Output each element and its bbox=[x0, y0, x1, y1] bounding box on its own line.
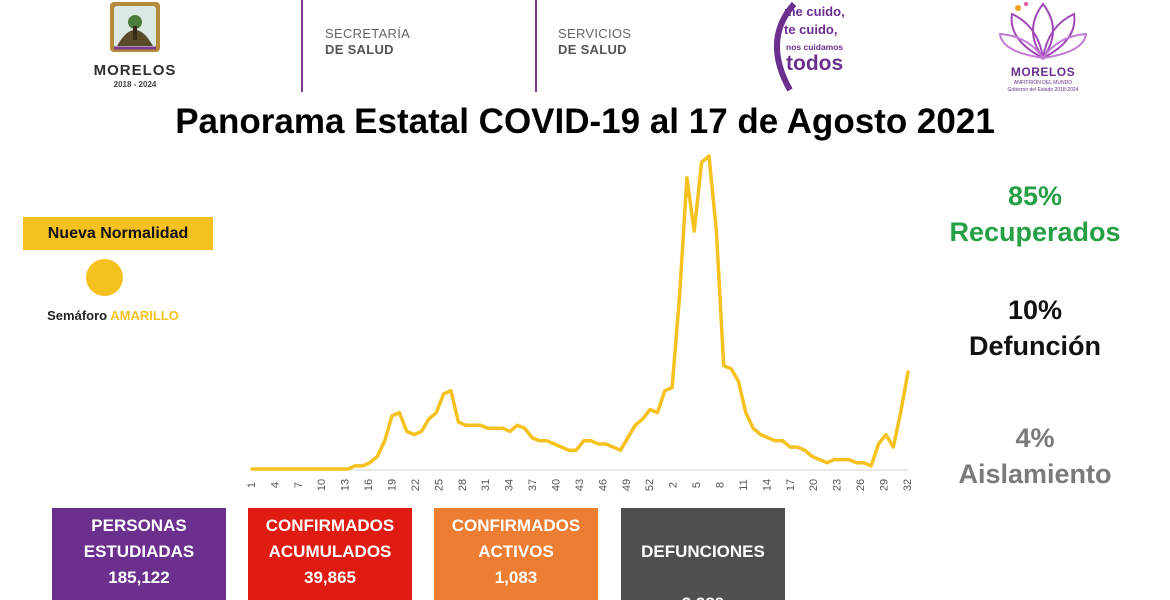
secretaria-de-salud: SECRETARÍA DE SALUD bbox=[325, 26, 410, 58]
page-title: Panorama Estatal COVID-19 al 17 de Agost… bbox=[175, 102, 995, 141]
x-tick-label: 25 bbox=[433, 479, 445, 491]
recuperados-pct: 85% bbox=[1007, 181, 1063, 211]
x-tick-label: 8 bbox=[714, 482, 726, 488]
defunciones-box: DEFUNCIONES 3,989 bbox=[621, 508, 785, 600]
personas-estudiadas-box: PERSONAS ESTUDIADAS 185,122 bbox=[52, 508, 226, 600]
flower-logo-sub2: Gobierno del Estado 2018-2024 bbox=[1007, 87, 1079, 93]
personas-line1: PERSONAS bbox=[91, 516, 187, 535]
x-tick-label: 20 bbox=[808, 479, 820, 491]
defuncion-pct: 10% bbox=[1007, 295, 1063, 325]
semaforo-label-prefix: Semáforo bbox=[47, 308, 108, 323]
secretaria-line1: SECRETARÍA bbox=[325, 26, 411, 41]
nueva-normalidad-badge: Nueva Normalidad bbox=[23, 217, 213, 250]
x-tick-label: 14 bbox=[761, 479, 773, 491]
x-tick-label: 17 bbox=[785, 479, 797, 491]
x-tick-label: 5 bbox=[691, 482, 703, 488]
acumulados-value: 39,865 bbox=[304, 568, 356, 587]
cuido-line1: me cuido, bbox=[784, 4, 845, 19]
personas-value: 185,122 bbox=[108, 568, 170, 587]
aislamiento-stat: 4% Aislamiento bbox=[935, 420, 1135, 492]
personas-line2: ESTUDIADAS bbox=[83, 542, 195, 561]
x-tick-label: 46 bbox=[597, 479, 609, 491]
x-tick-label: 7 bbox=[293, 482, 305, 488]
confirmados-acumulados-box: CONFIRMADOS ACUMULADOS 39,865 bbox=[248, 508, 412, 600]
acumulados-line2: ACUMULADOS bbox=[268, 542, 392, 561]
servicios-line2: DE SALUD bbox=[558, 42, 627, 57]
x-tick-label: 28 bbox=[457, 479, 469, 491]
x-tick-label: 22 bbox=[410, 479, 422, 491]
x-tick-label: 31 bbox=[480, 479, 492, 491]
morelos-logo-name: MORELOS bbox=[93, 62, 177, 79]
x-tick-label: 37 bbox=[527, 479, 539, 491]
x-tick-label: 52 bbox=[644, 479, 656, 491]
semaforo-light-icon bbox=[86, 259, 123, 296]
recuperados-stat: 85% Recuperados bbox=[935, 178, 1135, 250]
cuido-line3: nos cuidamos bbox=[786, 42, 844, 52]
aislamiento-label: Aislamiento bbox=[958, 459, 1112, 489]
header-divider bbox=[535, 0, 537, 92]
recuperados-label: Recuperados bbox=[949, 217, 1121, 247]
semaforo-color-label: AMARILLO bbox=[110, 308, 179, 323]
morelos-logo-years: 2018 - 2024 bbox=[113, 80, 157, 89]
x-tick-label: 34 bbox=[504, 479, 516, 491]
x-tick-label: 26 bbox=[855, 479, 867, 491]
x-tick-label: 16 bbox=[363, 479, 375, 491]
aislamiento-pct: 4% bbox=[1015, 423, 1055, 453]
flower-logo-sub1: ANFITRIÓN DEL MUNDO bbox=[1013, 80, 1073, 86]
lotus-flower-icon bbox=[998, 2, 1088, 60]
x-tick-label: 29 bbox=[878, 479, 890, 491]
defunciones-value: 3,989 bbox=[621, 591, 785, 600]
x-tick-label: 43 bbox=[574, 479, 586, 491]
cuido-line2: te cuido, bbox=[784, 22, 838, 37]
x-tick-label: 49 bbox=[621, 479, 633, 491]
confirmados-activos-box: CONFIRMADOS ACTIVOS 1,083 bbox=[434, 508, 598, 600]
activos-value: 1,083 bbox=[494, 568, 538, 587]
header-divider bbox=[301, 0, 303, 92]
x-tick-label: 13 bbox=[340, 479, 352, 491]
x-tick-label: 4 bbox=[269, 482, 281, 488]
cuido-line4: todos bbox=[786, 52, 844, 75]
header: MORELOS 2018 - 2024 SECRETARÍA DE SALUD … bbox=[0, 0, 1170, 100]
activos-line1: CONFIRMADOS bbox=[451, 516, 581, 535]
flower-logo-name: MORELOS bbox=[1010, 65, 1076, 79]
defuncion-label: Defunción bbox=[969, 331, 1101, 361]
servicios-line1: SERVICIOS bbox=[558, 26, 632, 41]
x-tick-label: 2 bbox=[668, 482, 680, 488]
coat-of-arms-icon bbox=[110, 2, 160, 52]
cases-series-line bbox=[250, 154, 910, 471]
me-cuido-logo: me cuido, te cuido, nos cuidamos todos bbox=[764, 0, 864, 92]
x-tick-label: 32 bbox=[902, 479, 914, 491]
covid-cases-line-chart: 1 4 7 10 13 16 19 22 25 28 31 34 37 40 43 46 49 52 2 5 8 11 14… bbox=[246, 154, 914, 491]
x-tick-label: 11 bbox=[738, 479, 750, 490]
morelos-anfitrion-logo: MORELOS ANFITRIÓN DEL MUNDO Gobierno del… bbox=[995, 0, 1091, 98]
x-tick-label: 40 bbox=[550, 479, 562, 491]
servicios-de-salud: SERVICIOS DE SALUD bbox=[558, 26, 631, 58]
activos-line2: ACTIVOS bbox=[478, 542, 554, 561]
defuncion-stat: 10% Defunción bbox=[935, 292, 1135, 364]
x-tick-label: 19 bbox=[386, 479, 398, 491]
chart-x-tick-labels: 1 4 7 10 13 16 19 22 25 28 31 34 37 40 43 46 49 52 2 5 8 11 14… bbox=[246, 479, 914, 491]
acumulados-line1: CONFIRMADOS bbox=[265, 516, 395, 535]
x-tick-label: 23 bbox=[832, 479, 844, 491]
secretaria-line2: DE SALUD bbox=[325, 42, 394, 57]
x-tick-label: 10 bbox=[316, 479, 328, 491]
morelos-state-logo: MORELOS 2018 - 2024 bbox=[80, 0, 190, 98]
semaforo-label: Semáforo AMARILLO bbox=[23, 308, 203, 323]
cuido-arc-icon bbox=[774, 2, 797, 92]
defunciones-line1: DEFUNCIONES bbox=[641, 542, 765, 561]
x-tick-label: 1 bbox=[246, 482, 258, 488]
